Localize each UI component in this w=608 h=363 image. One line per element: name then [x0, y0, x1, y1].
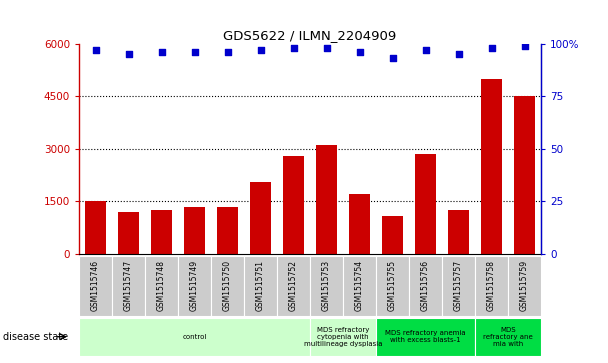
Text: GSM1515750: GSM1515750	[223, 260, 232, 311]
Bar	[211, 256, 244, 316]
Text: GSM1515754: GSM1515754	[355, 260, 364, 311]
Title: GDS5622 / ILMN_2204909: GDS5622 / ILMN_2204909	[224, 29, 396, 42]
Text: GSM1515758: GSM1515758	[487, 260, 496, 311]
Bar	[349, 195, 370, 254]
Bar	[316, 145, 337, 254]
Bar	[178, 256, 211, 316]
Bar	[145, 256, 178, 316]
Point	[289, 45, 299, 51]
Bar	[382, 216, 403, 254]
Bar	[151, 210, 172, 254]
Bar	[310, 318, 376, 356]
Text: GSM1515747: GSM1515747	[124, 260, 133, 311]
Bar	[508, 256, 541, 316]
Bar	[310, 256, 343, 316]
Text: GSM1515749: GSM1515749	[190, 260, 199, 311]
Point	[223, 49, 232, 55]
Text: MDS refractory anemia
with excess blasts-1: MDS refractory anemia with excess blasts…	[385, 330, 466, 343]
Text: GSM1515759: GSM1515759	[520, 260, 529, 311]
Point	[388, 56, 398, 61]
Bar	[514, 96, 535, 254]
Bar	[415, 154, 437, 254]
Text: GSM1515751: GSM1515751	[256, 260, 265, 311]
Point	[421, 47, 430, 53]
Bar	[184, 207, 206, 254]
Bar	[217, 207, 238, 254]
Bar	[481, 79, 502, 254]
Point	[454, 51, 463, 57]
Point	[354, 49, 364, 55]
Point	[190, 49, 199, 55]
Text: GSM1515748: GSM1515748	[157, 260, 166, 311]
Text: GSM1515757: GSM1515757	[454, 260, 463, 311]
Bar	[79, 256, 112, 316]
Point	[322, 45, 331, 51]
Text: MDS
refractory ane
mia with: MDS refractory ane mia with	[483, 327, 533, 347]
Text: GSM1515752: GSM1515752	[289, 260, 298, 311]
Bar	[409, 256, 442, 316]
Text: GSM1515753: GSM1515753	[322, 260, 331, 311]
Point	[487, 45, 497, 51]
Bar	[343, 256, 376, 316]
Bar	[277, 256, 310, 316]
Text: GSM1515755: GSM1515755	[388, 260, 397, 311]
Bar	[112, 256, 145, 316]
Point	[91, 47, 100, 53]
Bar	[79, 318, 310, 356]
Bar	[250, 182, 271, 254]
Bar	[376, 256, 409, 316]
Bar	[475, 256, 508, 316]
Text: GSM1515746: GSM1515746	[91, 260, 100, 311]
Bar	[283, 156, 304, 254]
Text: MDS refractory
cytopenia with
multilineage dysplasia: MDS refractory cytopenia with multilinea…	[304, 327, 382, 347]
Bar	[448, 210, 469, 254]
Point	[157, 49, 167, 55]
Text: disease state: disease state	[3, 332, 68, 342]
Text: control: control	[182, 334, 207, 340]
Point	[123, 51, 133, 57]
Bar	[244, 256, 277, 316]
Point	[520, 43, 530, 49]
Bar	[376, 318, 475, 356]
Bar	[442, 256, 475, 316]
Bar	[118, 212, 139, 254]
Point	[256, 47, 266, 53]
Bar	[475, 318, 541, 356]
Text: GSM1515756: GSM1515756	[421, 260, 430, 311]
Bar	[85, 201, 106, 254]
